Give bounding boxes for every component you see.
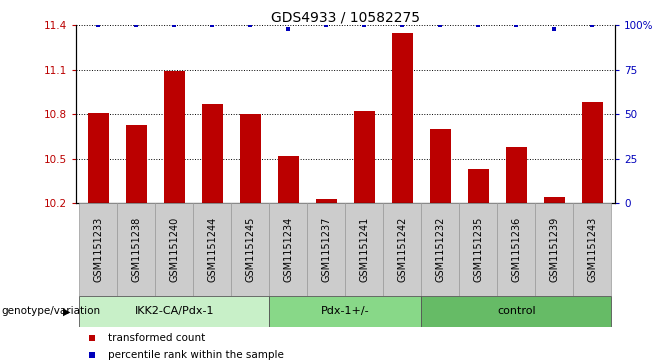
Bar xyxy=(354,111,375,203)
Point xyxy=(511,23,522,28)
Text: GSM1151244: GSM1151244 xyxy=(207,217,217,282)
Bar xyxy=(80,203,118,296)
Point xyxy=(207,23,218,28)
Text: GSM1151243: GSM1151243 xyxy=(588,217,597,282)
Bar xyxy=(118,203,155,296)
Bar xyxy=(278,156,299,203)
Bar xyxy=(80,296,270,327)
Text: Pdx-1+/-: Pdx-1+/- xyxy=(321,306,370,316)
Bar xyxy=(164,72,185,203)
Text: GSM1151233: GSM1151233 xyxy=(93,217,103,282)
Bar xyxy=(392,33,413,203)
Bar xyxy=(270,203,307,296)
Bar xyxy=(497,203,536,296)
Text: transformed count: transformed count xyxy=(108,333,205,343)
Text: GSM1151235: GSM1151235 xyxy=(474,217,484,282)
Point xyxy=(87,335,97,341)
Bar xyxy=(536,203,573,296)
Bar xyxy=(126,125,147,203)
Point xyxy=(587,23,597,28)
Text: control: control xyxy=(497,306,536,316)
Bar xyxy=(240,114,261,203)
Bar xyxy=(270,296,421,327)
Point xyxy=(283,26,293,32)
Text: GSM1151241: GSM1151241 xyxy=(359,217,369,282)
Bar xyxy=(307,203,345,296)
Point xyxy=(321,23,332,28)
Bar xyxy=(573,203,611,296)
Text: GSM1151240: GSM1151240 xyxy=(170,217,180,282)
Text: percentile rank within the sample: percentile rank within the sample xyxy=(108,350,284,360)
Text: GSM1151236: GSM1151236 xyxy=(511,217,521,282)
Bar xyxy=(421,203,459,296)
Bar xyxy=(155,203,193,296)
Text: GSM1151238: GSM1151238 xyxy=(132,217,141,282)
Point xyxy=(549,26,560,32)
Point xyxy=(435,23,445,28)
Point xyxy=(359,23,370,28)
Text: genotype/variation: genotype/variation xyxy=(1,306,101,316)
Bar xyxy=(582,102,603,203)
Bar xyxy=(384,203,421,296)
Point xyxy=(245,23,256,28)
Point xyxy=(169,23,180,28)
Bar xyxy=(468,169,489,203)
Text: GSM1151237: GSM1151237 xyxy=(322,217,332,282)
Text: IKK2-CA/Pdx-1: IKK2-CA/Pdx-1 xyxy=(135,306,215,316)
Bar xyxy=(88,113,109,203)
Bar xyxy=(544,197,565,203)
Bar xyxy=(202,104,223,203)
Point xyxy=(131,23,141,28)
Bar xyxy=(459,203,497,296)
Text: GSM1151242: GSM1151242 xyxy=(397,217,407,282)
Bar xyxy=(506,147,527,203)
Text: GSM1151232: GSM1151232 xyxy=(436,217,445,282)
Bar xyxy=(232,203,270,296)
Text: ▶: ▶ xyxy=(63,306,70,316)
Point xyxy=(93,23,104,28)
Bar xyxy=(345,203,384,296)
Bar xyxy=(421,296,611,327)
Point xyxy=(87,352,97,358)
Text: GSM1151245: GSM1151245 xyxy=(245,217,255,282)
Point xyxy=(473,23,484,28)
Bar xyxy=(193,203,232,296)
Title: GDS4933 / 10582275: GDS4933 / 10582275 xyxy=(271,10,420,24)
Text: GSM1151234: GSM1151234 xyxy=(284,217,293,282)
Text: GSM1151239: GSM1151239 xyxy=(549,217,559,282)
Bar xyxy=(316,199,337,203)
Point xyxy=(397,23,408,28)
Bar xyxy=(430,129,451,203)
